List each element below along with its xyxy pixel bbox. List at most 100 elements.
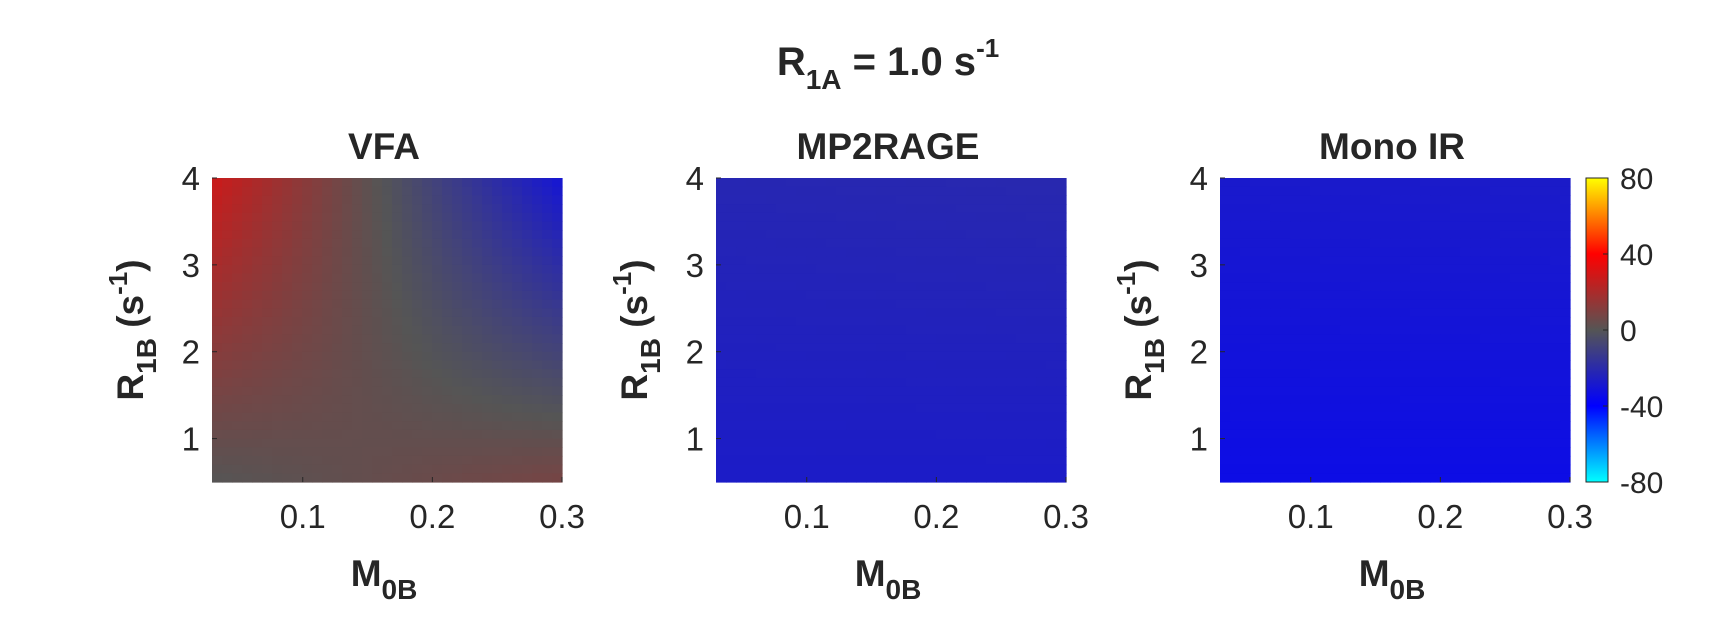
heatmap-cell — [1230, 221, 1241, 231]
heatmap-cell — [352, 421, 363, 431]
heatmap-cell — [1250, 369, 1261, 379]
heatmap-cell — [836, 247, 847, 257]
y-axis-label-mono-ir: R1B (s-1) — [1111, 259, 1170, 400]
heatmap-cell — [532, 273, 543, 283]
heatmap-cell — [522, 308, 533, 318]
heatmap-cell — [492, 221, 503, 231]
heatmap-cell — [282, 386, 293, 396]
heatmap-cell — [946, 455, 957, 466]
heatmap-cell — [272, 403, 283, 414]
heatmap-cell — [482, 343, 493, 353]
heatmap-cell — [1340, 351, 1351, 361]
heatmap-cell — [332, 256, 343, 266]
heatmap-cell — [806, 360, 817, 370]
heatmap-cell — [532, 360, 543, 370]
heatmap-cell — [1056, 186, 1067, 196]
heatmap-cell — [776, 429, 787, 440]
heatmap-cell — [1490, 343, 1501, 353]
heatmap-cell — [1370, 316, 1381, 327]
heatmap-cell — [362, 343, 373, 353]
heatmap-cell — [1310, 282, 1321, 292]
heatmap-cell — [1320, 308, 1331, 318]
heatmap-cell — [1510, 186, 1521, 196]
heatmap-cell — [976, 351, 987, 361]
heatmap-cell — [1530, 212, 1541, 223]
heatmap-cell — [1490, 447, 1501, 457]
heatmap-cell — [906, 325, 917, 335]
x-axis-label-mono-ir: M0B — [1359, 553, 1426, 605]
heatmap-cell — [1390, 230, 1401, 240]
heatmap-cell — [472, 412, 483, 422]
heatmap-cell — [512, 212, 523, 223]
heatmap-cell — [846, 421, 857, 431]
heatmap-cell — [1046, 403, 1057, 414]
heatmap-cell — [342, 204, 353, 214]
heatmap-cell — [1490, 325, 1501, 335]
heatmap-cell — [252, 264, 263, 275]
heatmap-cell — [1510, 403, 1521, 414]
heatmap-cell — [552, 403, 563, 414]
heatmap-cell — [502, 316, 513, 327]
heatmap-cell — [402, 264, 413, 275]
heatmap-cell — [302, 221, 313, 231]
heatmap-cell — [716, 438, 727, 448]
heatmap-cell — [482, 186, 493, 196]
heatmap-cell — [996, 395, 1007, 405]
heatmap-cell — [846, 473, 857, 483]
heatmap-cell — [766, 343, 777, 353]
heatmap-cell — [262, 221, 273, 231]
heatmap-cell — [472, 325, 483, 335]
heatmap-cell — [352, 186, 363, 196]
heatmap-cell — [1290, 447, 1301, 457]
heatmap-cell — [1290, 455, 1301, 466]
heatmap-cell — [552, 473, 563, 483]
heatmap-cell — [542, 351, 553, 361]
heatmap-cell — [482, 421, 493, 431]
heatmap-cell — [382, 325, 393, 335]
heatmap-cell — [946, 186, 957, 196]
heatmap-cell — [806, 325, 817, 335]
heatmap-cell — [1470, 195, 1481, 205]
heatmap-cell — [1520, 464, 1531, 474]
heatmap-cell — [262, 343, 273, 353]
heatmap-cell — [1410, 429, 1421, 440]
heatmap-cell — [916, 230, 927, 240]
heatmap-cell — [1260, 473, 1271, 483]
heatmap-cell — [1300, 455, 1311, 466]
heatmap-cell — [1240, 438, 1251, 448]
heatmap-cell — [1490, 178, 1501, 188]
heatmap-cell — [472, 186, 483, 196]
heatmap-cell — [786, 238, 797, 249]
heatmap-cell — [916, 195, 927, 205]
heatmap-cell — [242, 473, 253, 483]
heatmap-cell — [886, 325, 897, 335]
heatmap-cell — [1016, 238, 1027, 249]
heatmap-cell — [786, 308, 797, 318]
heatmap-cell — [1410, 473, 1421, 483]
heatmap-cell — [1046, 247, 1057, 257]
heatmap-cell — [956, 325, 967, 335]
heatmap-cell — [1036, 186, 1047, 196]
heatmap-cell — [1240, 455, 1251, 466]
heatmap-cell — [936, 264, 947, 275]
heatmap-cell — [1510, 238, 1521, 249]
heatmap-cell — [1300, 395, 1311, 405]
heatmap-cell — [1500, 212, 1511, 223]
heatmap-cell — [352, 473, 363, 483]
heatmap-cell — [402, 429, 413, 440]
heatmap-cell — [422, 325, 433, 335]
heatmap-cell — [252, 230, 263, 240]
heatmap-cell — [976, 395, 987, 405]
heatmap-cell — [352, 238, 363, 249]
heatmap-cell — [342, 212, 353, 223]
heatmap-cell — [412, 369, 423, 379]
heatmap-cell — [1500, 221, 1511, 231]
heatmap-cell — [212, 403, 223, 414]
heatmap-cell — [896, 412, 907, 422]
heatmap-cell — [946, 369, 957, 379]
heatmap-cell — [856, 299, 867, 309]
heatmap-cell — [1490, 412, 1501, 422]
heatmap-cell — [1290, 403, 1301, 414]
heatmap-cell — [1440, 299, 1451, 309]
heatmap-cell — [332, 316, 343, 327]
